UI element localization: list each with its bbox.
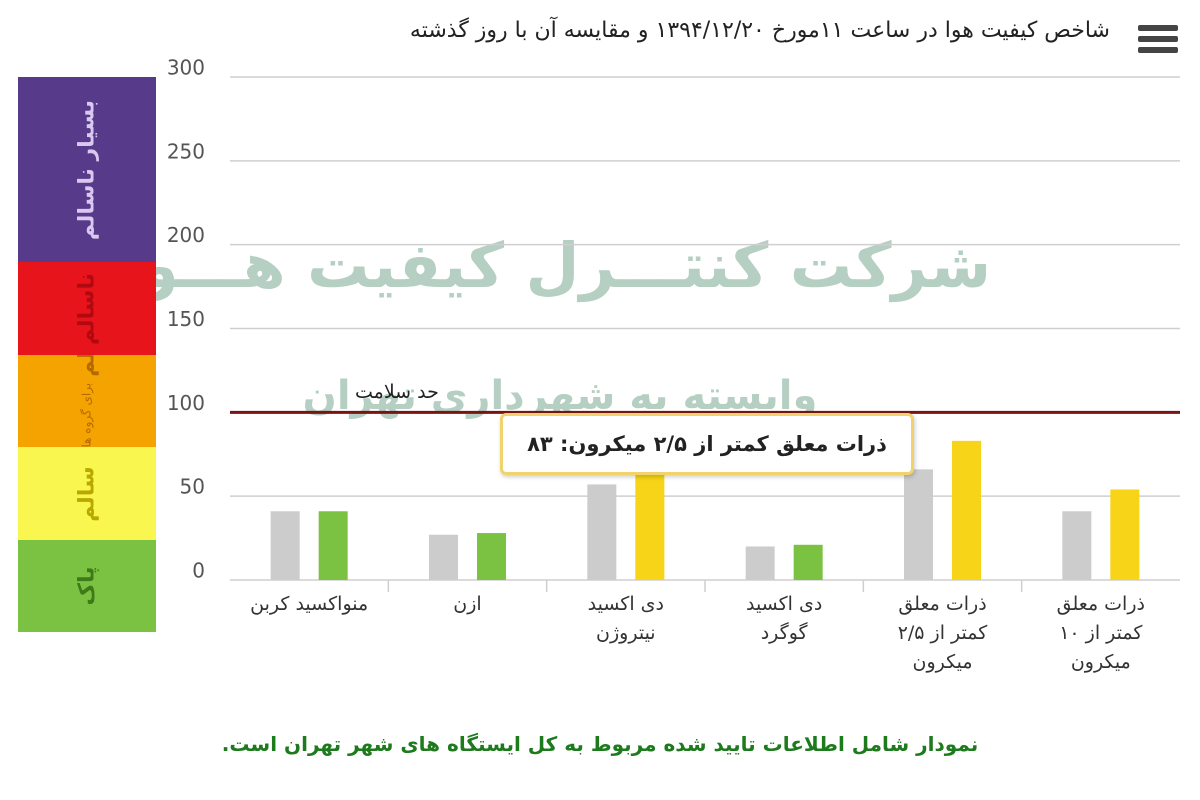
tooltip: ذرات معلق کمتر از ۲/۵ میکرون: ۸۳ [500, 413, 914, 475]
aqi-band: ناسالم [18, 262, 156, 355]
y-tick-label: 50 [180, 475, 205, 499]
x-tick-label: ازن [453, 593, 482, 615]
band-label: ناسالم [75, 273, 100, 345]
aqi-band: پاک [18, 540, 156, 632]
band-label: بسیار ناسالم [75, 99, 100, 239]
y-tick-label: 200 [167, 223, 205, 247]
bar [477, 533, 506, 580]
band-label: پاک [75, 566, 100, 605]
aqi-band: ناسالم برای گروه های حساس [18, 355, 156, 447]
x-tick-label: ذرات معلق کمتر از ۲/۵ میکرون [897, 593, 988, 673]
band-title: ناسالم [75, 355, 100, 377]
band-subtitle: برای گروه های حساس [79, 382, 94, 447]
bar [635, 471, 665, 580]
aqi-band: سالم [18, 447, 156, 540]
bar [904, 469, 933, 580]
bar [745, 546, 775, 580]
bar [270, 511, 300, 580]
y-tick-label: 150 [167, 307, 205, 331]
band-title: پاک [74, 566, 100, 606]
x-tick-label: منواکسید کربن [250, 593, 369, 615]
menu-icon[interactable] [1138, 25, 1178, 53]
bar [318, 511, 348, 580]
x-tick-label: دی اکسید نیتروژن [587, 593, 664, 644]
y-tick-label: 0 [192, 559, 205, 583]
bar [429, 534, 458, 580]
bar [587, 484, 617, 580]
x-tick-label: دی اکسید گوگرد [745, 593, 823, 644]
chart-title: شاخص کیفیت هوا در ساعت ۱۱مورخ ۱۳۹۴/۱۲/۲۰… [409, 18, 1110, 43]
menu-bar [1138, 25, 1178, 31]
y-tick-label: 300 [167, 56, 205, 80]
menu-bar [1138, 47, 1178, 53]
bar [952, 440, 981, 580]
menu-bar [1138, 36, 1178, 42]
reference-label: حد سلامت [355, 381, 439, 403]
bar [1110, 489, 1140, 580]
y-tick-label: 100 [167, 391, 205, 415]
band-title: بسیار ناسالم [74, 99, 100, 240]
aqi-band: بسیار ناسالم [18, 77, 156, 262]
watermark: شرکت کنتـــرل کیفیت هـــوا [119, 229, 991, 302]
bar [1062, 511, 1092, 580]
band-label: ناسالم برای گروه های حساس [75, 355, 100, 447]
y-tick-label: 250 [167, 139, 205, 163]
band-title: ناسالم [74, 272, 100, 345]
footer-note: نمودار شامل اطلاعات تایید شده مربوط به ک… [221, 732, 979, 756]
bar [793, 544, 823, 580]
x-tick-label: ذرات معلق کمتر از ۱۰ میکرون [1056, 593, 1145, 673]
band-title: سالم [74, 465, 100, 522]
band-label: سالم [75, 466, 100, 521]
